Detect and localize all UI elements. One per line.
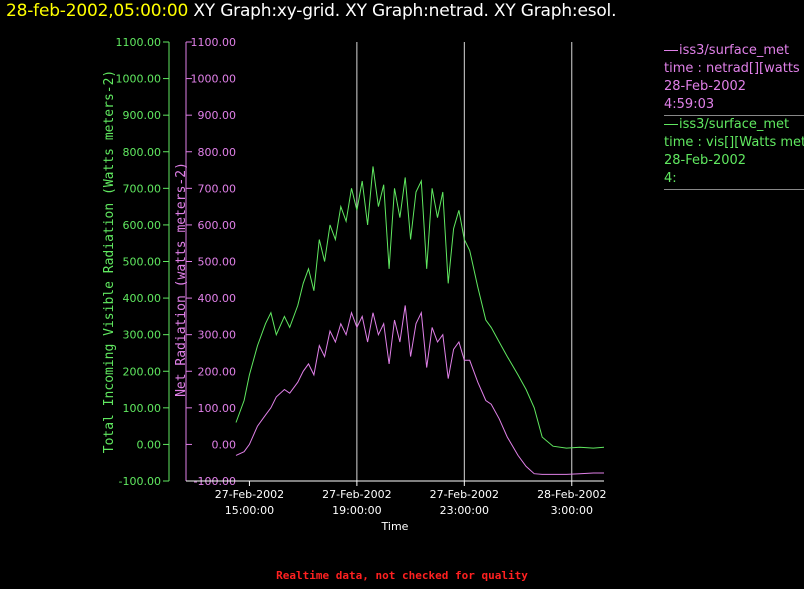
left-y-tick-label: 400.00: [123, 292, 162, 305]
series-line-netrad: [235, 305, 604, 475]
left-y-tick-label: 800.00: [123, 146, 162, 159]
right-y-tick-label: 800.00: [198, 146, 237, 159]
legend: iss3/surface_met time : netrad[][watts m…: [664, 42, 804, 190]
right-y-tick-label: 100.00: [198, 402, 237, 415]
legend-date: 28-Feb-2002: [664, 153, 747, 168]
left-y-tick-label: 500.00: [123, 256, 162, 269]
right-y-tick-label: 200.00: [198, 365, 237, 378]
x-tick-label-time: 19:00:00: [332, 504, 381, 517]
quality-warning: Realtime data, not checked for quality: [276, 569, 528, 582]
left-y-tick-label: 200.00: [123, 365, 162, 378]
x-tick-label-time: 3:00:00: [551, 504, 593, 517]
legend-line-swatch: [664, 124, 678, 125]
legend-line-swatch: [664, 50, 678, 51]
left-y-tick-label: 1100.00: [116, 36, 162, 49]
left-y-tick-label: 900.00: [123, 109, 162, 122]
x-tick-label-time: 15:00:00: [225, 504, 274, 517]
right-y-tick-label: 700.00: [198, 182, 237, 195]
x-tick-label-date: 28-Feb-2002: [537, 488, 606, 501]
left-y-axis-label: Total Incoming Visible Radiation (Watts …: [102, 70, 117, 454]
left-y-tick-label: 600.00: [123, 219, 162, 232]
left-y-tick-label: 1000.00: [116, 73, 162, 86]
legend-entry-netrad: iss3/surface_met time : netrad[][watts m…: [664, 42, 804, 116]
right-y-tick-label: 1100.00: [191, 36, 237, 49]
x-axis-label: Time: [381, 520, 409, 533]
legend-entry-vis: iss3/surface_met time : vis[][Watts mete…: [664, 116, 804, 190]
left-y-tick-label: 700.00: [123, 182, 162, 195]
left-y-tick-label: 300.00: [123, 329, 162, 342]
legend-time: 4:59:03: [664, 97, 715, 112]
header-title: XY Graph:xy-grid. XY Graph:netrad. XY Gr…: [188, 1, 617, 21]
left-y-tick-label: 100.00: [123, 402, 162, 415]
x-tick-label-time: 23:00:00: [440, 504, 489, 517]
legend-time: 4:: [664, 171, 677, 186]
right-y-tick-label: 300.00: [198, 329, 237, 342]
window-title-bar: 28-feb-2002,05:00:00 XY Graph:xy-grid. X…: [6, 1, 616, 21]
legend-source: iss3/surface_met: [679, 43, 790, 58]
right-y-tick-label: 1000.00: [191, 73, 237, 86]
left-y-tick-label: 0.00: [137, 438, 162, 451]
right-y-tick-label: 400.00: [198, 292, 237, 305]
legend-series: time : vis[][Watts meters-2]: [664, 135, 804, 150]
legend-source: iss3/surface_met: [679, 117, 790, 132]
x-tick-label-date: 27-Feb-2002: [322, 488, 391, 501]
header-date: 28-feb-2002,05:00:00: [6, 1, 189, 21]
x-tick-label-date: 27-Feb-2002: [215, 488, 284, 501]
legend-series: time : netrad[][watts meters-2]: [664, 61, 804, 76]
x-tick-label-date: 27-Feb-2002: [430, 488, 499, 501]
right-y-axis-label: Net Radiation (watts meters-2): [174, 162, 189, 397]
legend-date: 28-Feb-2002: [664, 79, 747, 94]
right-y-tick-label: 900.00: [198, 109, 237, 122]
right-y-tick-label: 500.00: [198, 256, 237, 269]
right-y-tick-label: 0.00: [212, 438, 237, 451]
series-line-vis: [235, 166, 605, 449]
right-y-tick-label: 600.00: [198, 219, 237, 232]
left-y-tick-label: -100.00: [119, 475, 161, 488]
